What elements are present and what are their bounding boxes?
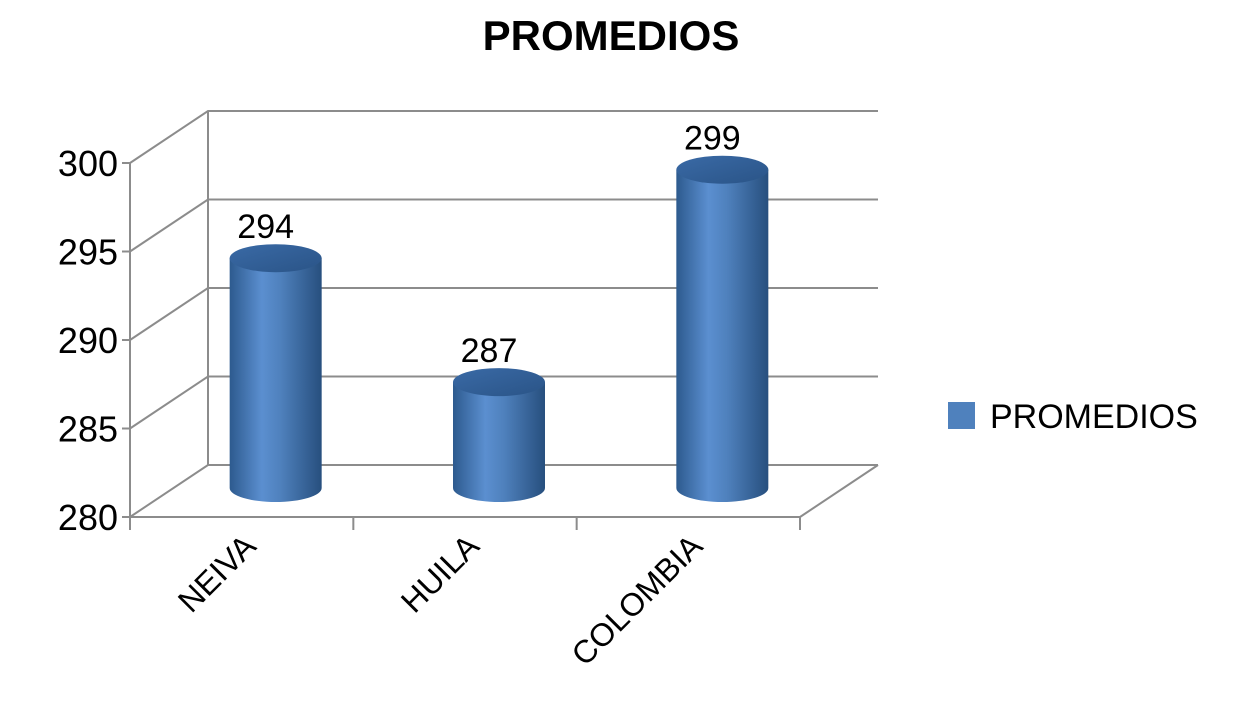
data-label: 294: [237, 208, 294, 246]
gridline: [129, 198, 878, 253]
gridline: [129, 287, 878, 341]
bars: [229, 155, 769, 502]
category-labels: NEIVA HUILA COLOMBIA: [171, 527, 710, 672]
y-tick-label: 295: [58, 232, 118, 273]
floor-right-edge: [799, 464, 879, 518]
legend: PROMEDIOS: [948, 398, 1198, 436]
bar-top: [229, 244, 322, 273]
bar-body: [676, 169, 769, 502]
bar-top: [453, 368, 545, 397]
gridline: [129, 464, 878, 518]
x-axis: [129, 516, 801, 530]
category-label: NEIVA: [171, 527, 263, 619]
data-label: 287: [461, 332, 518, 370]
y-tick-label: 290: [58, 320, 118, 361]
y-axis-ticks: 280 285 290 295 300: [58, 143, 130, 538]
gridlines: [129, 110, 878, 518]
bar-top: [676, 155, 769, 184]
data-label: 299: [684, 120, 741, 158]
y-tick-label: 285: [58, 409, 118, 450]
chart-title: PROMEDIOS: [483, 12, 740, 59]
bar-body: [229, 258, 322, 502]
bar: [676, 155, 769, 502]
category-label: COLOMBIA: [564, 527, 709, 672]
bar-body: [453, 382, 545, 502]
y-tick-label: 280: [58, 497, 118, 538]
legend-swatch: [948, 402, 975, 429]
bar: [453, 368, 545, 502]
legend-label: PROMEDIOS: [990, 398, 1198, 436]
category-label: HUILA: [394, 527, 487, 620]
gridline: [129, 110, 878, 164]
bar: [229, 244, 322, 502]
y-tick-label: 300: [58, 143, 118, 184]
gridline: [129, 375, 878, 430]
data-labels: 294 287 299: [237, 120, 740, 370]
